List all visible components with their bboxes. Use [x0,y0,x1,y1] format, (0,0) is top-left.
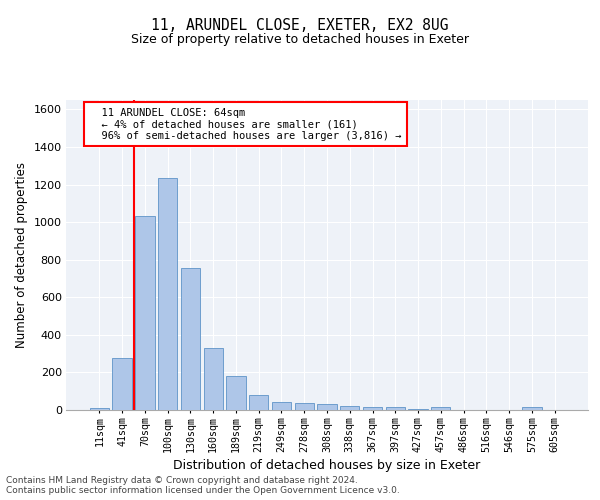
Bar [431,407,451,410]
Bar [181,268,200,410]
Text: Size of property relative to detached houses in Exeter: Size of property relative to detached ho… [131,32,469,46]
Bar [226,376,245,410]
Bar [295,403,314,410]
Bar [112,358,132,410]
Bar [203,348,223,410]
X-axis label: Distribution of detached houses by size in Exeter: Distribution of detached houses by size … [173,458,481,471]
Bar [272,402,291,410]
Bar [158,178,178,410]
Bar [363,407,382,410]
Text: 11, ARUNDEL CLOSE, EXETER, EX2 8UG: 11, ARUNDEL CLOSE, EXETER, EX2 8UG [151,18,449,32]
Bar [340,406,359,410]
Bar [90,408,109,410]
Bar [317,404,337,410]
Y-axis label: Number of detached properties: Number of detached properties [15,162,28,348]
Text: 11 ARUNDEL CLOSE: 64sqm
  ← 4% of detached houses are smaller (161)
  96% of sem: 11 ARUNDEL CLOSE: 64sqm ← 4% of detached… [89,108,401,140]
Bar [249,395,268,410]
Text: Contains HM Land Registry data © Crown copyright and database right 2024.
Contai: Contains HM Land Registry data © Crown c… [6,476,400,495]
Bar [522,407,542,410]
Bar [386,407,405,410]
Bar [135,216,155,410]
